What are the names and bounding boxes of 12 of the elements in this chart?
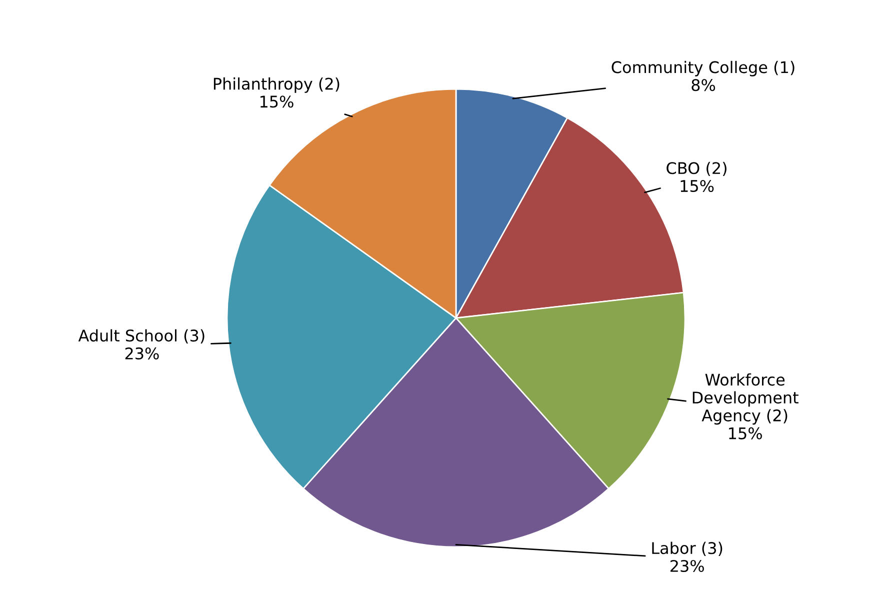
data-label: 23% [125,347,159,360]
slice-label: Labor (3) [652,542,722,556]
slice-label: Community College (1) [612,60,794,76]
data-label: 15% [260,96,294,108]
data-label: 23% [670,560,704,572]
data-label: 15% [729,427,762,440]
data-label: 8% [692,79,716,92]
slice-label: Adult School (3) [78,329,204,344]
slice-label: Workforce Development Agency (2) [692,373,798,425]
data-label: 15% [680,180,714,192]
slice-label: CBO (2) [666,162,726,176]
slice-label: Philanthropy (2) [214,77,340,93]
